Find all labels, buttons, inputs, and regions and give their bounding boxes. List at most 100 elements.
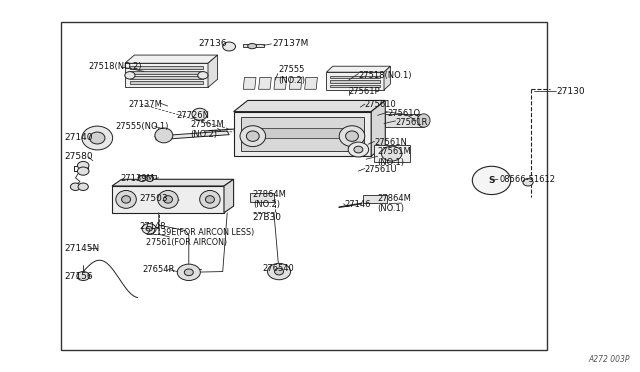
Bar xyxy=(61,22,547,350)
Ellipse shape xyxy=(122,196,131,203)
Polygon shape xyxy=(385,114,424,127)
Polygon shape xyxy=(274,77,287,89)
Polygon shape xyxy=(371,100,385,156)
Polygon shape xyxy=(259,77,271,89)
Ellipse shape xyxy=(200,190,220,208)
Polygon shape xyxy=(289,77,302,89)
Bar xyxy=(130,76,203,79)
Polygon shape xyxy=(243,44,264,47)
Polygon shape xyxy=(326,72,384,90)
Text: 27136: 27136 xyxy=(198,39,227,48)
Polygon shape xyxy=(112,186,224,213)
Ellipse shape xyxy=(138,176,146,182)
Text: 27518(NO.2): 27518(NO.2) xyxy=(88,62,142,71)
Text: 27555(NO.1): 27555(NO.1) xyxy=(115,122,168,131)
Text: 27130: 27130 xyxy=(557,87,586,96)
Bar xyxy=(245,128,360,138)
Ellipse shape xyxy=(246,131,259,141)
Text: 27146: 27146 xyxy=(344,200,371,209)
Bar xyxy=(330,76,380,78)
Ellipse shape xyxy=(82,126,113,150)
Text: 27726N: 27726N xyxy=(176,111,209,120)
Text: 27561P: 27561P xyxy=(349,87,380,96)
Polygon shape xyxy=(374,145,410,162)
Text: S: S xyxy=(488,176,495,185)
Text: 27864M
(NO.1): 27864M (NO.1) xyxy=(378,194,412,213)
Bar xyxy=(241,117,364,151)
Text: 27156: 27156 xyxy=(64,272,93,280)
Ellipse shape xyxy=(146,227,152,231)
Bar xyxy=(138,175,156,182)
Ellipse shape xyxy=(164,196,172,203)
Polygon shape xyxy=(305,77,317,89)
Polygon shape xyxy=(384,66,390,90)
Ellipse shape xyxy=(248,44,257,49)
Text: 08566-51612: 08566-51612 xyxy=(499,175,556,184)
Ellipse shape xyxy=(77,167,89,175)
Ellipse shape xyxy=(177,264,200,280)
Bar xyxy=(130,71,203,74)
Bar xyxy=(363,195,387,203)
Ellipse shape xyxy=(240,126,266,147)
Text: 27555
(NO.2): 27555 (NO.2) xyxy=(278,65,305,85)
Text: 27139M: 27139M xyxy=(120,174,154,183)
Text: 27518(NO.1): 27518(NO.1) xyxy=(358,71,412,80)
Text: 27140: 27140 xyxy=(64,133,93,142)
Ellipse shape xyxy=(78,183,88,190)
Ellipse shape xyxy=(348,142,369,157)
Text: 27561M
(NO.2): 27561M (NO.2) xyxy=(191,120,225,139)
Polygon shape xyxy=(234,112,371,156)
Ellipse shape xyxy=(417,114,430,127)
Text: A272 003P: A272 003P xyxy=(589,355,630,364)
Ellipse shape xyxy=(116,190,136,208)
Ellipse shape xyxy=(268,263,291,280)
Text: 27561U: 27561U xyxy=(365,165,397,174)
Ellipse shape xyxy=(146,176,154,182)
Bar xyxy=(330,85,380,87)
Ellipse shape xyxy=(523,179,533,186)
Bar xyxy=(250,193,274,202)
Polygon shape xyxy=(234,100,385,112)
Ellipse shape xyxy=(77,161,89,170)
Polygon shape xyxy=(125,63,208,87)
Polygon shape xyxy=(112,179,234,186)
Text: 27137M: 27137M xyxy=(272,39,308,48)
Ellipse shape xyxy=(275,268,284,275)
Ellipse shape xyxy=(142,224,156,234)
Ellipse shape xyxy=(77,272,90,280)
Polygon shape xyxy=(208,55,218,87)
Ellipse shape xyxy=(192,108,207,120)
Text: 27503: 27503 xyxy=(140,194,168,203)
Text: 27580: 27580 xyxy=(64,153,93,161)
Text: 27561Q: 27561Q xyxy=(387,109,420,118)
Text: 27561N: 27561N xyxy=(374,138,407,147)
Text: 27654R: 27654R xyxy=(142,265,175,274)
Ellipse shape xyxy=(381,146,402,161)
Bar xyxy=(130,66,203,69)
Ellipse shape xyxy=(70,183,81,190)
Bar xyxy=(118,190,218,209)
Ellipse shape xyxy=(339,126,365,147)
Ellipse shape xyxy=(205,196,214,203)
Ellipse shape xyxy=(125,71,135,79)
Ellipse shape xyxy=(346,131,358,141)
Ellipse shape xyxy=(223,42,236,51)
Text: 27864M
(NO.2): 27864M (NO.2) xyxy=(253,190,287,209)
Text: 27148: 27148 xyxy=(140,222,166,231)
Ellipse shape xyxy=(472,166,511,195)
Bar xyxy=(130,81,203,84)
Text: 276540: 276540 xyxy=(262,264,294,273)
Bar xyxy=(330,80,380,83)
Text: 27145N: 27145N xyxy=(64,244,99,253)
Text: 27561R: 27561R xyxy=(396,118,428,126)
Ellipse shape xyxy=(157,190,178,208)
Ellipse shape xyxy=(184,269,193,276)
Ellipse shape xyxy=(198,71,208,79)
Ellipse shape xyxy=(354,146,363,153)
Ellipse shape xyxy=(155,128,173,143)
Polygon shape xyxy=(326,66,390,72)
Text: 27139E(FOR AIRCON LESS)
27561(FOR AIRCON): 27139E(FOR AIRCON LESS) 27561(FOR AIRCON… xyxy=(146,228,254,247)
Polygon shape xyxy=(125,55,218,63)
Text: 275610: 275610 xyxy=(365,100,397,109)
Text: 27561M
(NO.1): 27561M (NO.1) xyxy=(378,147,412,167)
